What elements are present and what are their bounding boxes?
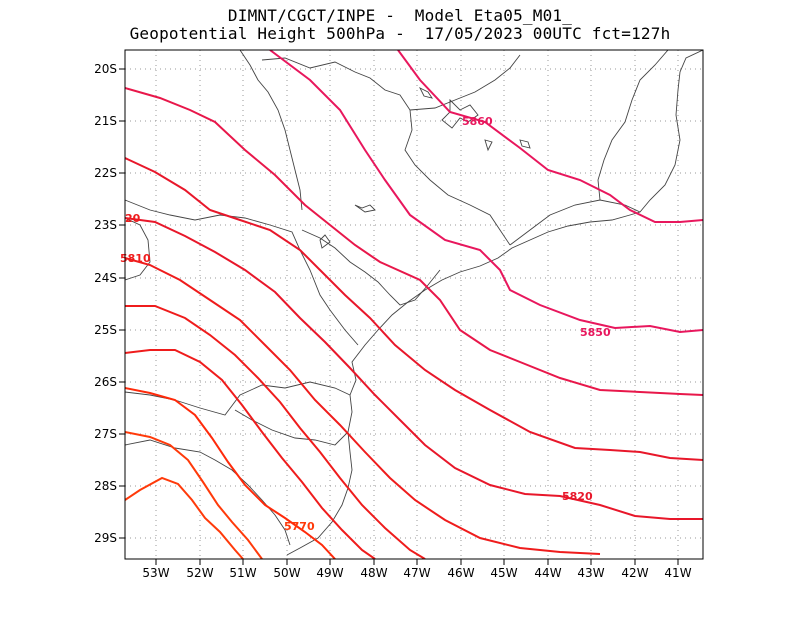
contour-5830 [125, 157, 703, 461]
lon-label: 48W [360, 566, 387, 580]
contour-5800 [125, 305, 426, 559]
lon-label: 45W [490, 566, 517, 580]
lon-label: 42W [621, 566, 648, 580]
contour-5770 [125, 431, 263, 559]
label-5860: 5860 [462, 115, 493, 128]
contour-labels: 5860 5850 5820 5810 5770 20 [120, 115, 611, 533]
lon-label: 53W [142, 566, 169, 580]
lon-label: 49W [316, 566, 343, 580]
lon-label: 46W [447, 566, 474, 580]
lon-label: 41W [664, 566, 691, 580]
lat-label: 27S [94, 427, 117, 441]
contour-5820 [125, 217, 703, 520]
lat-label: 22S [94, 166, 117, 180]
contours [125, 50, 703, 559]
lat-label: 20S [94, 62, 117, 76]
lat-labels: 20S 21S 22S 23S 24S 25S 26S 27S 28S 29S [94, 62, 117, 545]
lat-label: 28S [94, 479, 117, 493]
lon-label: 51W [229, 566, 256, 580]
contour-5850 [269, 50, 703, 334]
tick-marks [119, 68, 679, 565]
contour-5790 [125, 349, 376, 559]
contour-5810 [125, 257, 601, 555]
title-line-2: Geopotential Height 500hPa - 17/05/2023 … [129, 24, 671, 43]
contour-5860 [397, 50, 703, 223]
contour-5780 [125, 387, 336, 559]
map-outlines [125, 50, 703, 556]
lon-label: 43W [577, 566, 604, 580]
lat-label: 21S [94, 114, 117, 128]
lat-label: 26S [94, 375, 117, 389]
plot-frame [124, 49, 704, 560]
lat-label: 24S [94, 271, 117, 285]
lat-label: 29S [94, 531, 117, 545]
lat-label: 25S [94, 323, 117, 337]
label-5850: 5850 [580, 326, 611, 339]
grid [125, 50, 703, 559]
lon-label: 44W [534, 566, 561, 580]
title-line-1: DIMNT/CGCT/INPE - Model Eta05_M01_ [227, 6, 573, 25]
label-5820: 5820 [562, 490, 593, 503]
contour-5840 [125, 87, 703, 396]
lon-label: 52W [186, 566, 213, 580]
lon-label: 50W [273, 566, 300, 580]
label-5810: 5810 [120, 252, 151, 265]
lon-label: 47W [403, 566, 430, 580]
label-5770: 5770 [284, 520, 315, 533]
lat-label: 23S [94, 218, 117, 232]
lon-labels: 53W 52W 51W 50W 49W 48W 47W 46W 45W 44W … [142, 566, 691, 580]
label-5820-partial: 20 [125, 212, 141, 225]
contour-5760 [125, 476, 244, 559]
